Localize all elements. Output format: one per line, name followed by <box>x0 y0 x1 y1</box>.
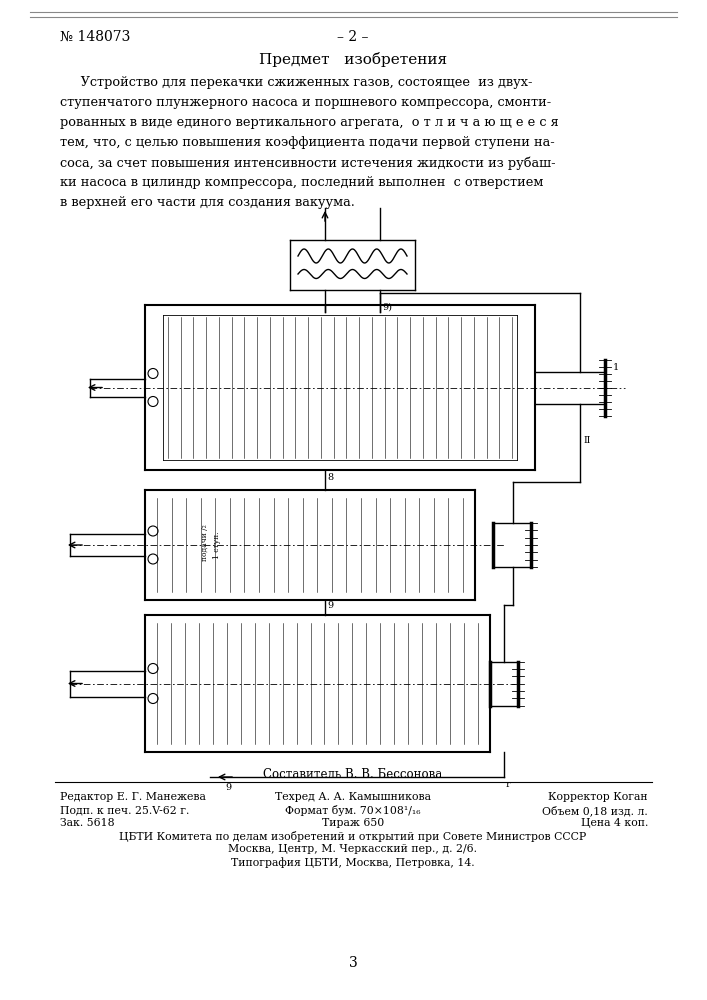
Text: Редактор Е. Г. Манежева: Редактор Е. Г. Манежева <box>60 792 206 802</box>
Text: 9: 9 <box>225 783 231 792</box>
Text: тем, что, с целью повышения коэффициента подачи первой ступени на-: тем, что, с целью повышения коэффициента… <box>60 136 555 149</box>
Text: Устройство для перекачки сжиженных газов, состоящее  из двух-: Устройство для перекачки сжиженных газов… <box>60 76 532 89</box>
Text: Предмет   изобретения: Предмет изобретения <box>259 52 447 67</box>
Text: Зак. 5618: Зак. 5618 <box>60 818 115 828</box>
Text: соса, за счет повышения интенсивности истечения жидкости из рубаш-: соса, за счет повышения интенсивности ис… <box>60 156 556 169</box>
Text: подачи /₂: подачи /₂ <box>201 525 209 561</box>
Text: 1 ступ.: 1 ступ. <box>213 531 221 559</box>
Text: 8: 8 <box>327 473 333 482</box>
Text: Тираж 650: Тираж 650 <box>322 818 384 828</box>
Text: Формат бум. 70×108¹/₁₆: Формат бум. 70×108¹/₁₆ <box>285 805 421 816</box>
Text: 9: 9 <box>327 600 333 609</box>
Text: 1: 1 <box>613 362 619 371</box>
Text: ки насоса в цилиндр компрессора, последний выполнен  с отверстием: ки насоса в цилиндр компрессора, последн… <box>60 176 544 189</box>
Text: Корректор Коган: Корректор Коган <box>549 792 648 802</box>
Text: Цена 4 коп.: Цена 4 коп. <box>580 818 648 828</box>
Text: Техред А. А. Камышникова: Техред А. А. Камышникова <box>275 792 431 802</box>
Text: в верхней его части для создания вакуума.: в верхней его части для создания вакуума… <box>60 196 355 209</box>
Text: № 148073: № 148073 <box>60 30 130 44</box>
Text: 9): 9) <box>382 303 392 312</box>
Text: Типография ЦБТИ, Москва, Петровка, 14.: Типография ЦБТИ, Москва, Петровка, 14. <box>231 857 475 868</box>
Text: Объем 0,18 изд. л.: Объем 0,18 изд. л. <box>542 805 648 816</box>
Text: Подп. к печ. 25.V-62 г.: Подп. к печ. 25.V-62 г. <box>60 805 189 815</box>
Text: ЦБТИ Комитета по делам изобретений и открытий при Совете Министров СССР: ЦБТИ Комитета по делам изобретений и отк… <box>119 831 587 842</box>
Text: 3: 3 <box>349 956 357 970</box>
Text: ступенчатого плунжерного насоса и поршневого компрессора, смонти-: ступенчатого плунжерного насоса и поршне… <box>60 96 551 109</box>
Text: рованных в виде единого вертикального агрегата,  о т л и ч а ю щ е е с я: рованных в виде единого вертикального аг… <box>60 116 559 129</box>
Text: Составитель В. В. Бессонова: Составитель В. В. Бессонова <box>264 768 443 781</box>
Text: Москва, Центр, М. Черкасский пер., д. 2/6.: Москва, Центр, М. Черкасский пер., д. 2/… <box>228 844 477 854</box>
Text: r: r <box>506 780 510 789</box>
Text: II: II <box>583 436 590 445</box>
Text: – 2 –: – 2 – <box>337 30 369 44</box>
